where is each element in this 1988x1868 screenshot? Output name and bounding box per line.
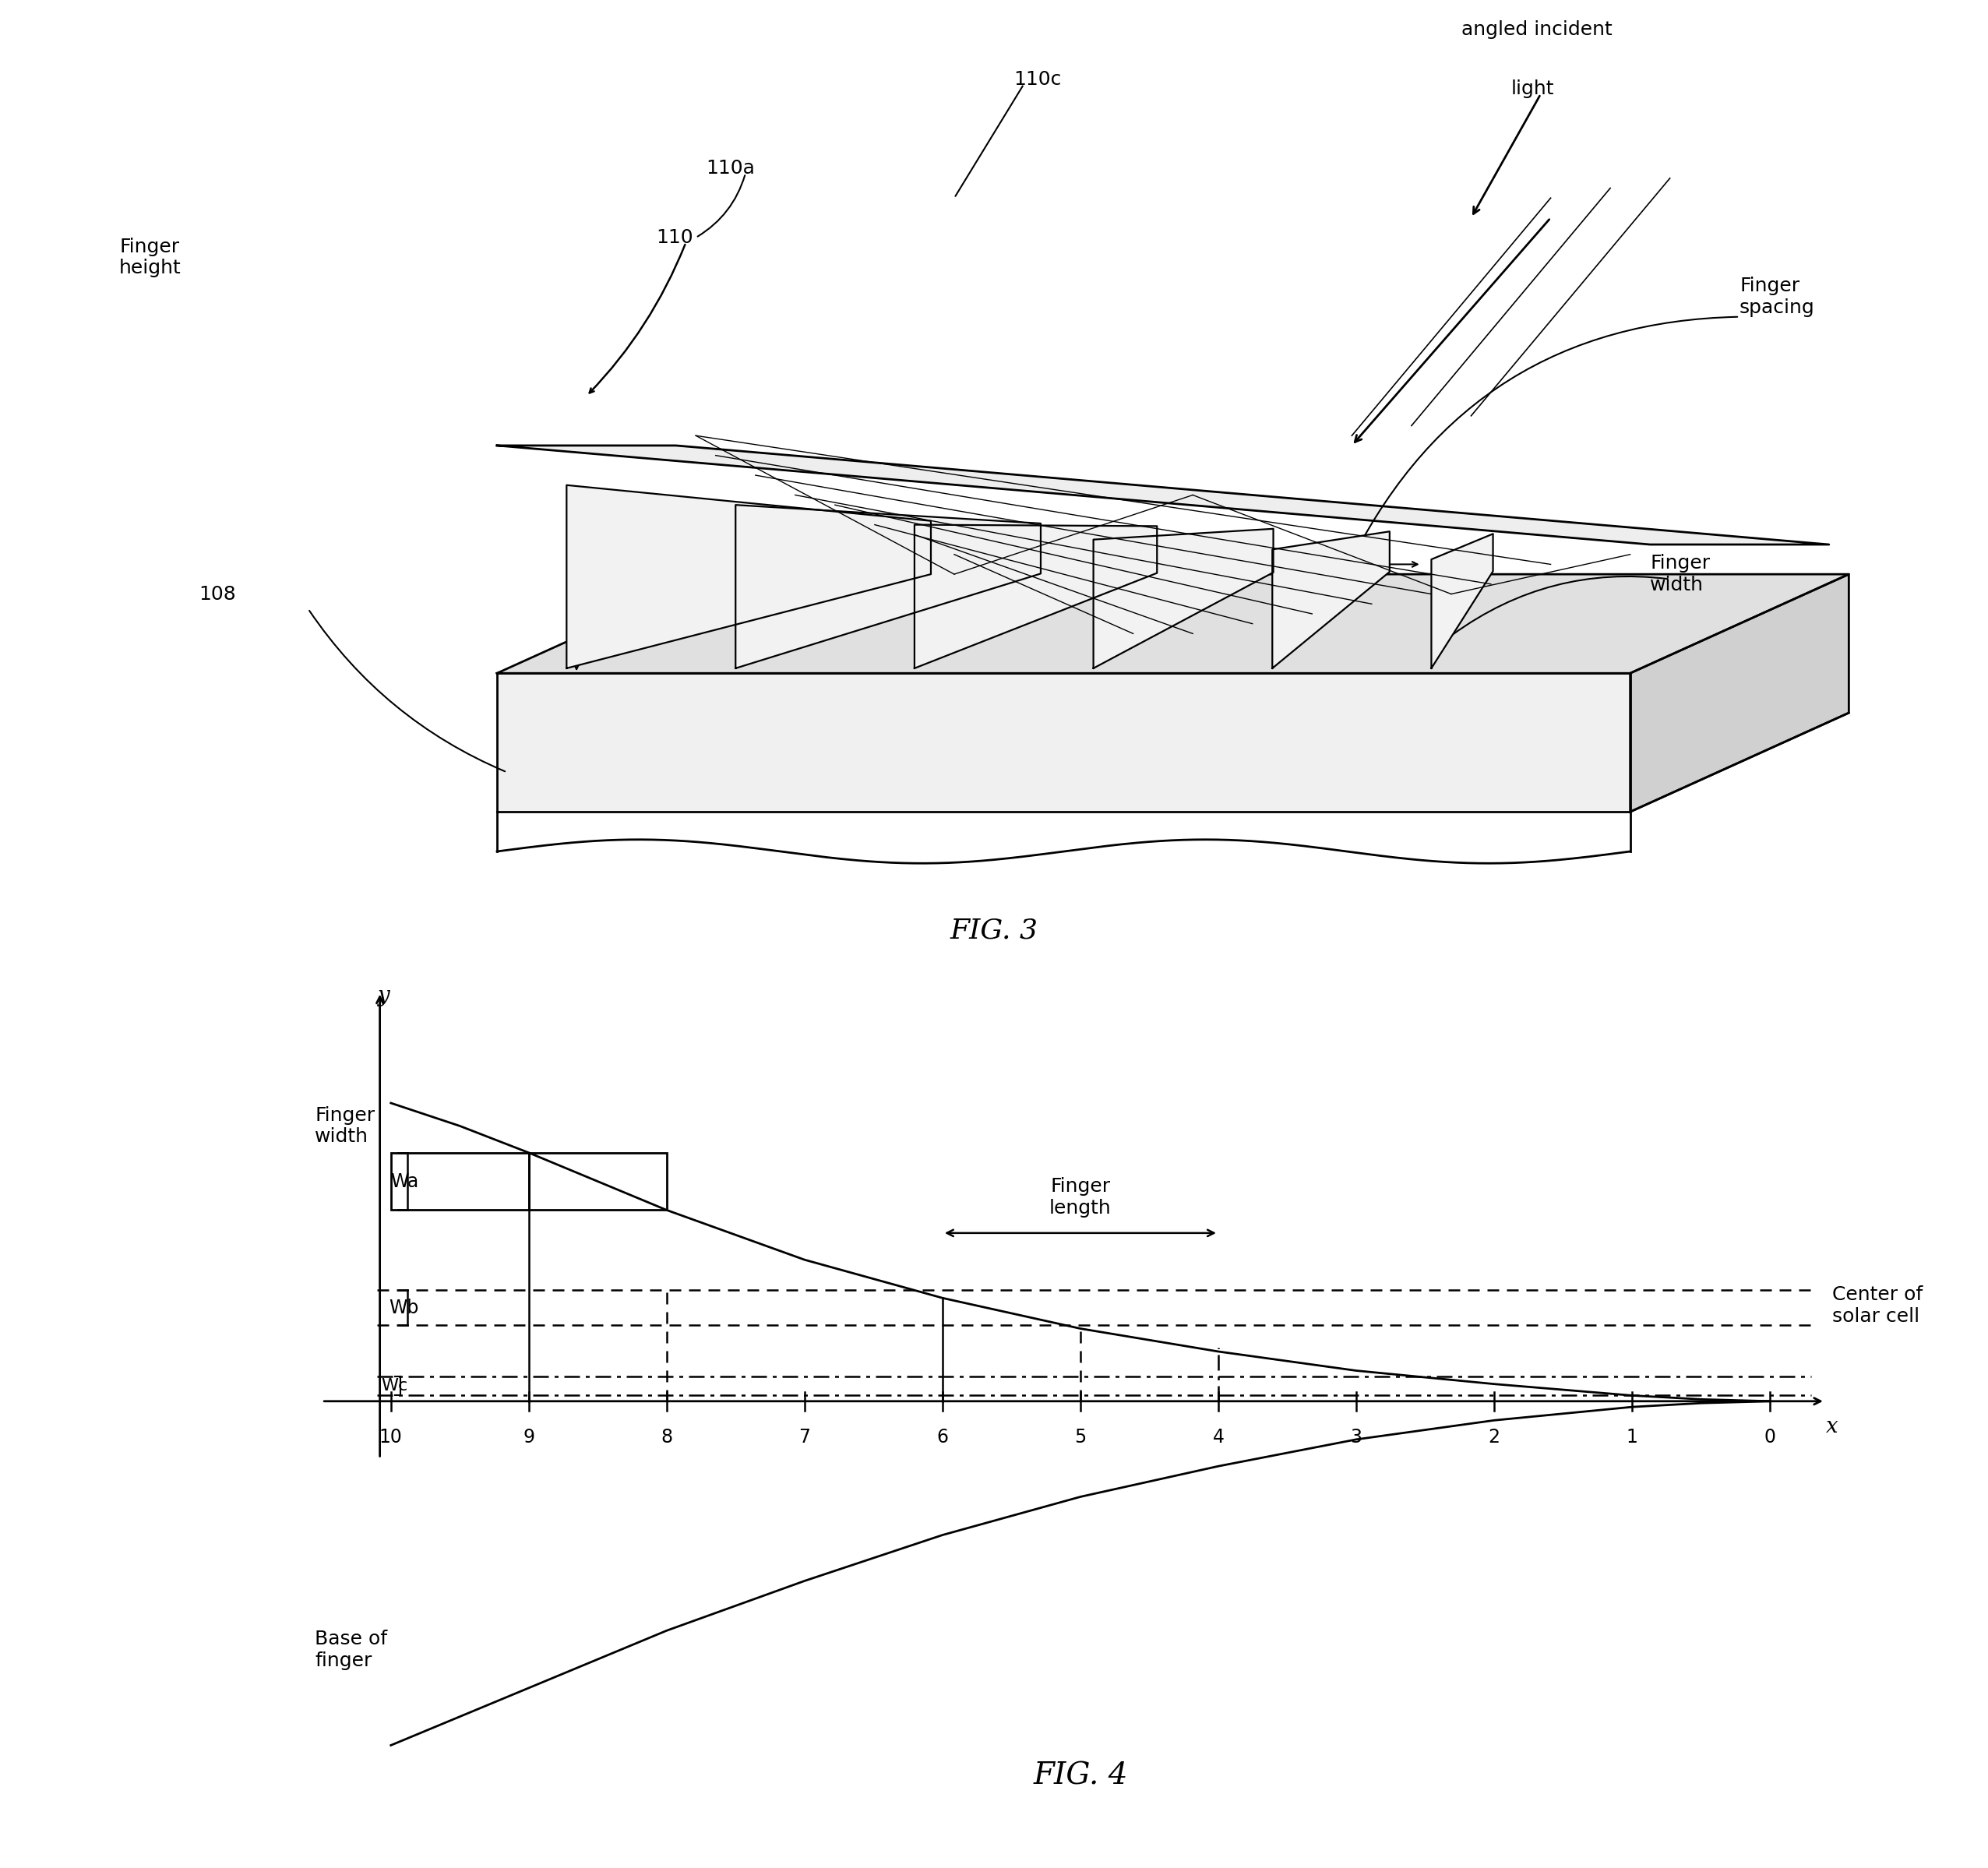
Text: Finger
height: Finger height bbox=[119, 237, 181, 278]
Text: Base of
finger: Base of finger bbox=[314, 1629, 388, 1670]
Text: Wb: Wb bbox=[388, 1298, 417, 1317]
Polygon shape bbox=[1272, 532, 1390, 669]
Polygon shape bbox=[736, 504, 1042, 669]
Text: Center of
solar cell: Center of solar cell bbox=[1833, 1285, 1922, 1326]
Polygon shape bbox=[497, 573, 1849, 672]
Text: 9: 9 bbox=[523, 1427, 535, 1446]
Text: 110: 110 bbox=[656, 228, 694, 247]
Text: 110c: 110c bbox=[1014, 69, 1062, 88]
Text: light: light bbox=[1511, 80, 1555, 99]
Text: 5: 5 bbox=[1074, 1427, 1085, 1446]
Text: 2: 2 bbox=[1489, 1427, 1501, 1446]
Polygon shape bbox=[1431, 534, 1493, 669]
Polygon shape bbox=[497, 672, 1630, 813]
Text: 0: 0 bbox=[1763, 1427, 1775, 1446]
Text: 4: 4 bbox=[1213, 1427, 1225, 1446]
Text: x: x bbox=[1825, 1416, 1839, 1438]
Bar bbox=[529, 1153, 666, 1210]
Text: Finger
width: Finger width bbox=[1650, 555, 1710, 594]
Text: FIG. 4: FIG. 4 bbox=[1034, 1762, 1127, 1790]
Text: Finger
spacing: Finger spacing bbox=[1740, 276, 1815, 318]
Polygon shape bbox=[1630, 573, 1849, 813]
Text: 6: 6 bbox=[936, 1427, 948, 1446]
Text: Wc: Wc bbox=[382, 1379, 408, 1394]
Text: 10: 10 bbox=[380, 1427, 402, 1446]
Polygon shape bbox=[567, 486, 930, 669]
Text: 3: 3 bbox=[1350, 1427, 1362, 1446]
Text: 7: 7 bbox=[799, 1427, 811, 1446]
Text: y: y bbox=[378, 986, 390, 1007]
Bar bbox=[392, 1153, 529, 1210]
Text: Wa: Wa bbox=[390, 1171, 417, 1190]
Text: Finger
width: Finger width bbox=[314, 1106, 376, 1147]
Polygon shape bbox=[497, 446, 1829, 545]
Text: angled incident: angled incident bbox=[1461, 21, 1612, 39]
Text: FIG. 3: FIG. 3 bbox=[950, 917, 1038, 943]
Text: Finger
length: Finger length bbox=[1050, 1177, 1111, 1218]
Polygon shape bbox=[1093, 529, 1272, 669]
Polygon shape bbox=[914, 525, 1157, 669]
Text: 1: 1 bbox=[1626, 1427, 1638, 1446]
Text: 108: 108 bbox=[199, 585, 237, 603]
Text: 110a: 110a bbox=[706, 159, 755, 177]
Text: 8: 8 bbox=[660, 1427, 672, 1446]
